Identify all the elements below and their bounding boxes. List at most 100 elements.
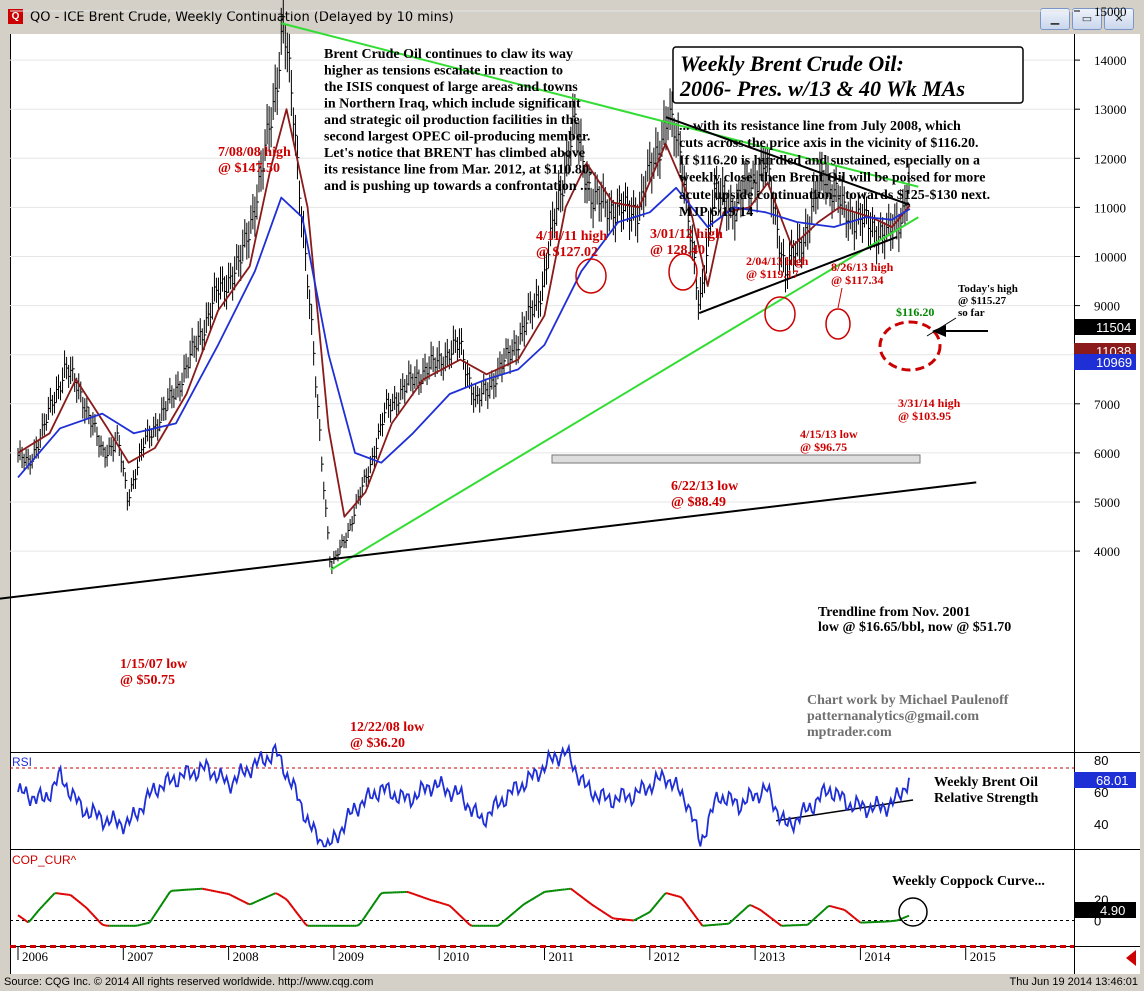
title-bar[interactable]: Q QO - ICE Brent Crude, Weekly Continuat… <box>0 0 1144 34</box>
coppock-segment <box>742 908 746 912</box>
copyright-text: Source: CQG Inc. © 2014 All rights reser… <box>4 976 374 988</box>
coppock-segment <box>776 921 781 926</box>
scroll-left-arrow-icon[interactable] <box>1126 950 1136 966</box>
coppock-segment <box>608 915 612 919</box>
year-label: 2011 <box>549 949 575 964</box>
coppock-segment <box>738 911 742 916</box>
coppock-segment <box>98 920 102 925</box>
coppock-segment <box>764 912 768 916</box>
coppock-segment <box>84 905 88 909</box>
circle-2013-aug-high <box>825 308 851 340</box>
coppock-segment <box>270 893 274 897</box>
coppock-segment <box>697 919 702 924</box>
close-button[interactable]: ✕ <box>1104 8 1134 30</box>
coppock-segment <box>169 889 173 893</box>
coppock-segment <box>541 891 546 894</box>
coppock-segment <box>649 908 653 913</box>
coppock-segment <box>762 911 766 915</box>
coppock-segment <box>298 915 303 920</box>
rsi-tick-label: 40 <box>1094 817 1108 832</box>
commentary-left-line: and is pushing up towards a confrontatio… <box>324 179 591 194</box>
commentary-right-line: acute upside continuation-- towards $125… <box>679 188 990 203</box>
price-annotation: @ $88.49 <box>671 495 726 510</box>
coppock-segment <box>286 899 291 904</box>
coppock-segment <box>19 915 23 919</box>
coppock-segment <box>369 905 374 910</box>
commentary-right-line: cuts across the price axis in the vicini… <box>679 136 979 151</box>
coppock-segment <box>768 915 772 919</box>
coppock-segment <box>160 900 165 905</box>
coppock-segment <box>302 920 307 925</box>
coppock-segment <box>428 898 432 901</box>
coppock-tick-label: 0 <box>1094 914 1101 929</box>
coppock-segment <box>584 898 588 902</box>
price-annotation: 4/15/13 low <box>800 427 858 441</box>
price-tick-label: 10000 <box>1094 250 1127 265</box>
coppock-segment <box>148 919 153 924</box>
coppock-segment <box>284 897 288 902</box>
coppock-segment <box>744 906 748 910</box>
trendline-note-line: low @ $16.65/bbl, now @ $51.70 <box>818 620 1011 635</box>
coppock-segment <box>359 920 364 925</box>
coppock-segment <box>154 909 159 914</box>
maximize-button[interactable]: ▭ <box>1072 8 1102 30</box>
coppock-segment <box>774 920 778 924</box>
coppock-segment <box>673 894 677 897</box>
price-badge-value: 10969 <box>1096 355 1132 370</box>
coppock-segment <box>600 909 604 913</box>
coppock-segment <box>240 899 244 903</box>
coppock-segment <box>228 893 232 896</box>
coppock-segment <box>511 911 515 915</box>
price-annotation: @ $103.95 <box>898 409 951 423</box>
price-annotation: 7/08/08 high <box>218 145 291 160</box>
rsi-tick-label: 80 <box>1094 753 1108 768</box>
coppock-segment <box>282 896 286 900</box>
price-annotation: @ 128.40 <box>650 243 705 258</box>
coppock-segment <box>754 906 758 910</box>
coppock-segment <box>677 895 681 898</box>
coppock-segment <box>756 907 760 911</box>
coppock-segment <box>70 894 74 898</box>
coppock-segment <box>460 916 465 920</box>
coppock-segment <box>86 907 90 912</box>
coppock-segment <box>604 912 608 916</box>
coppock-segment <box>438 901 442 905</box>
coppock-segment <box>675 894 679 898</box>
coppock-segment <box>817 912 821 917</box>
coppock-segment <box>49 894 54 899</box>
coppock-segment <box>23 918 27 922</box>
year-label: 2013 <box>759 949 785 964</box>
price-bars <box>17 0 911 575</box>
year-label: 2014 <box>864 949 891 964</box>
coppock-segment <box>515 908 519 912</box>
price-annotation: 1/15/07 low <box>120 657 188 672</box>
coppock-segment <box>458 914 463 918</box>
coppock-segment <box>517 906 521 910</box>
coppock-segment <box>685 903 690 908</box>
coppock-segment <box>572 889 576 893</box>
year-label: 2007 <box>127 949 154 964</box>
coppock-segment <box>448 904 452 908</box>
coppock-segment <box>76 899 80 903</box>
price-tick-label: 15000 <box>1094 4 1127 19</box>
rsi-value-badge <box>1074 772 1136 788</box>
rsi-label: RSI <box>12 755 32 769</box>
coppock-segment <box>373 899 378 904</box>
coppock-segment <box>444 903 448 906</box>
minimize-button[interactable]: ▁ <box>1040 8 1070 30</box>
coppock-segment <box>513 910 517 914</box>
coppock-segment <box>230 894 234 897</box>
credits-line: mptrader.com <box>807 725 892 740</box>
coppock-segment <box>734 915 738 919</box>
price-annotation: 8/26/13 high <box>831 260 894 274</box>
price-badge-value: 11504 <box>1096 320 1131 335</box>
circle-current-breakout <box>878 320 942 372</box>
coppock-segment <box>687 905 692 910</box>
coppock-segment <box>815 914 819 919</box>
chart-annotations: 7/08/08 high@ $147.50 4/11/11 high@ $127.… <box>120 47 1045 889</box>
coppock-segment <box>811 918 815 922</box>
coppock-segment <box>456 912 461 916</box>
coppock-segment <box>752 905 756 909</box>
coppock-segment <box>813 916 817 920</box>
